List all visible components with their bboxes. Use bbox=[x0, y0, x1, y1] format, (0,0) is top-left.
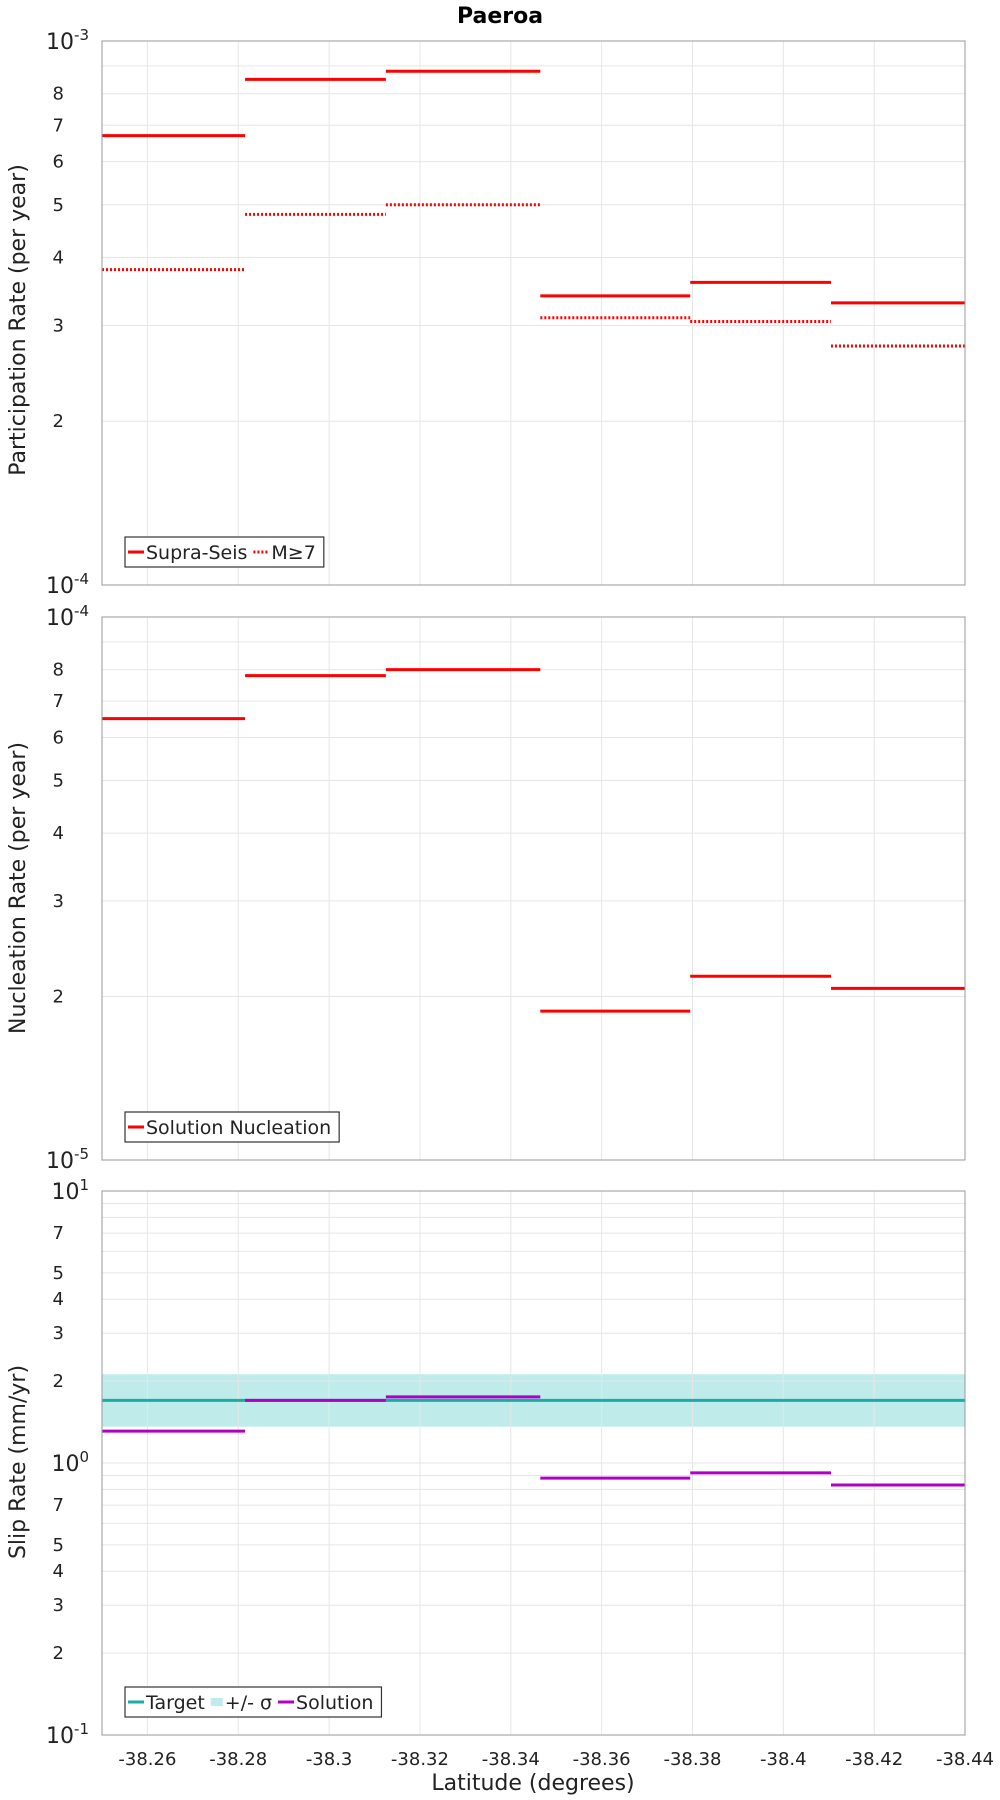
y-minor-tick-label: 3 bbox=[53, 891, 64, 912]
slip-y-axis-label: Slip Rate (mm/yr) bbox=[6, 1365, 31, 1559]
x-tick-label: -38.44 bbox=[936, 1749, 994, 1770]
x-tick-label: -38.32 bbox=[391, 1749, 449, 1770]
y-minor-tick-label: 4 bbox=[53, 247, 64, 268]
legend-supra-seis-label: Supra-Seis bbox=[146, 542, 247, 564]
legend-m-7-label: M≥7 bbox=[271, 542, 315, 564]
legend-solution-label: Solution bbox=[296, 1692, 373, 1714]
y-major-tick-label: 101 bbox=[51, 1176, 89, 1205]
x-tick-label: -38.36 bbox=[573, 1749, 631, 1770]
plot-border bbox=[101, 616, 966, 1161]
y-minor-tick-label: 3 bbox=[53, 315, 64, 336]
participation-rate-panel: Participation Rate (per year) 10-3 10-4 8 7… bbox=[6, 26, 966, 599]
y-minor-tick-label: 4 bbox=[53, 823, 64, 844]
y-minor-tick-label: 7 bbox=[53, 115, 64, 136]
y-major-tick-label: 10-5 bbox=[46, 1145, 89, 1174]
legend-sigma-label: +/- σ bbox=[225, 1692, 272, 1714]
legend-box bbox=[124, 1111, 340, 1143]
y-minor-tick-label: 2 bbox=[53, 1643, 64, 1664]
legend: Target +/- σ Solution bbox=[124, 1686, 383, 1718]
legend-box bbox=[124, 536, 325, 568]
y-minor-tick-label: 7 bbox=[53, 1495, 64, 1516]
y-minor-tick-label: 5 bbox=[53, 1263, 64, 1284]
nucleation-y-axis-label: Nucleation Rate (per year) bbox=[6, 742, 31, 1034]
x-tick-label: -38.26 bbox=[118, 1749, 176, 1770]
legend-sigma-swatch bbox=[210, 1698, 223, 1706]
x-axis-label: Latitude (degrees) bbox=[431, 1771, 634, 1796]
y-minor-tick-label: 8 bbox=[53, 660, 64, 681]
participation-y-axis-label: Participation Rate (per year) bbox=[6, 164, 31, 476]
y-minor-tick-label: 7 bbox=[53, 691, 64, 712]
y-minor-tick-label: 3 bbox=[53, 1595, 64, 1616]
legend-solution-nucleation-label: Solution Nucleation bbox=[146, 1117, 331, 1139]
y-minor-tick-label: 2 bbox=[53, 987, 64, 1008]
y-minor-tick-label: 5 bbox=[53, 195, 64, 216]
nucleation-rate-panel: Nucleation Rate (per year) 10-4 10-5 8 7 6 5 4… bbox=[6, 602, 966, 1174]
legend: Supra-Seis M≥7 bbox=[124, 536, 325, 568]
plot-area bbox=[102, 617, 965, 1160]
x-tick-label: -38.42 bbox=[845, 1749, 903, 1770]
slip-rate-panel: Slip Rate (mm/yr) 101 100 10-1 7 5 4 3 2 7 5 4 3 2 -3… bbox=[6, 1176, 994, 1770]
y-minor-tick-label: 5 bbox=[53, 770, 64, 791]
y-major-tick-label: 10-3 bbox=[46, 26, 89, 55]
y-minor-tick-label: 4 bbox=[53, 1561, 64, 1582]
legend-box bbox=[124, 1686, 383, 1718]
y-major-tick-label: 10-4 bbox=[46, 570, 89, 599]
y-minor-tick-label: 8 bbox=[53, 84, 64, 105]
legend-target-label: Target bbox=[145, 1692, 205, 1714]
y-minor-tick-label: 3 bbox=[53, 1323, 64, 1344]
legend: Solution Nucleation bbox=[124, 1111, 340, 1143]
y-major-tick-label: 10-1 bbox=[46, 1720, 89, 1749]
y-minor-tick-label: 5 bbox=[53, 1535, 64, 1556]
y-minor-tick-label: 4 bbox=[53, 1289, 64, 1310]
y-major-tick-label: 100 bbox=[51, 1448, 89, 1477]
y-minor-tick-label: 7 bbox=[53, 1223, 64, 1244]
chart-title: Paeroa bbox=[457, 4, 543, 29]
x-tick-label: -38.3 bbox=[306, 1749, 353, 1770]
plot-area bbox=[102, 41, 965, 585]
plot-border bbox=[101, 40, 966, 586]
x-tick-label: -38.4 bbox=[760, 1749, 807, 1770]
y-minor-tick-label: 6 bbox=[53, 727, 64, 748]
y-minor-tick-label: 2 bbox=[53, 411, 64, 432]
x-tick-label: -38.34 bbox=[482, 1749, 540, 1770]
x-tick-label: -38.28 bbox=[209, 1749, 267, 1770]
y-minor-tick-label: 2 bbox=[53, 1371, 64, 1392]
y-major-tick-label: 10-4 bbox=[46, 602, 89, 631]
y-minor-tick-label: 6 bbox=[53, 152, 64, 173]
x-tick-label: -38.38 bbox=[663, 1749, 721, 1770]
plot-border bbox=[101, 1190, 966, 1736]
